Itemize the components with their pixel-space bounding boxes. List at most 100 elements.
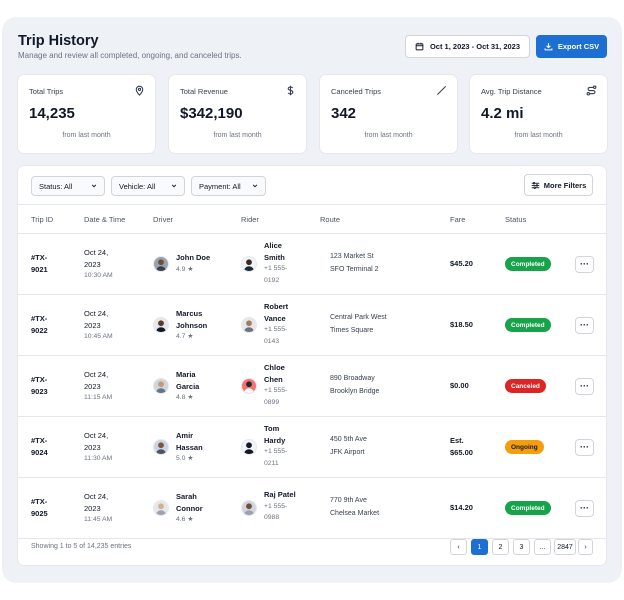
fare-amount-line2: $65.00: [450, 448, 473, 457]
rider-info: Alice Smith +1 555- 0192: [264, 240, 287, 286]
column-header-fare: Fare: [450, 215, 466, 224]
row-actions-button[interactable]: ···: [575, 439, 594, 456]
pagination-info: Showing 1 to 5 of 14,235 entries: [31, 543, 132, 550]
stat-label: Avg. Trip Distance: [481, 87, 542, 96]
status-badge: Completed: [505, 318, 551, 332]
status-badge: Completed: [505, 257, 551, 271]
stat-card-total-trips: Total Trips 14,235 from last month: [18, 75, 155, 153]
table-row[interactable]: #TX- 9025 Oct 24, 2023 11:45 AM Sarah Connor 4.…: [18, 478, 606, 539]
status-badge: Ongoing: [505, 440, 544, 454]
trip-id-prefix: #TX-: [31, 436, 48, 445]
rider-name-line2: Hardy: [264, 435, 286, 445]
trip-id-number: 9021: [31, 265, 48, 274]
trip-date: Oct 24,: [84, 492, 109, 501]
trip-time: 11:45 AM: [84, 516, 113, 523]
driver-info: Sarah Connor 4.6 ★: [176, 491, 203, 526]
route-icon: [586, 85, 597, 96]
row-actions-button[interactable]: ···: [575, 500, 594, 517]
payment-filter[interactable]: Payment: All: [191, 176, 266, 196]
payment-filter-label: Payment: All: [199, 181, 241, 191]
rider-info: Raj Patel +1 555- 0988: [264, 489, 296, 524]
trips-table-card: Status: All Vehicle: All Payment: All Mo…: [18, 166, 606, 565]
more-filters-button[interactable]: More Filters: [524, 174, 593, 196]
chevron-down-icon: [91, 184, 97, 188]
prev-page-button[interactable]: ‹: [450, 539, 467, 555]
trip-route: 890 Broadway Brooklyn Bridge: [330, 373, 379, 398]
trip-fare: Est. $65.00: [450, 435, 473, 459]
trip-fare: $0.00: [450, 380, 469, 392]
status-filter[interactable]: Status: All: [31, 176, 105, 196]
route-from: 450 5th Ave: [330, 436, 367, 443]
trip-id[interactable]: #TX- 9022: [31, 313, 71, 337]
row-actions-button[interactable]: ···: [575, 256, 594, 273]
trip-id[interactable]: #TX- 9021: [31, 252, 71, 276]
trip-id-prefix: #TX-: [31, 375, 48, 384]
next-page-button[interactable]: ›: [578, 539, 593, 555]
trip-id-prefix: #TX-: [31, 314, 48, 323]
driver-info: Maria Garcia 4.8 ★: [176, 369, 199, 404]
trip-id-number: 9024: [31, 448, 48, 457]
route-from: 770 9th Ave: [330, 497, 367, 504]
page-button-2[interactable]: 2: [492, 539, 509, 555]
route-to: SFO Terminal 2: [330, 265, 379, 273]
more-filters-label: More Filters: [543, 180, 587, 190]
vehicle-filter[interactable]: Vehicle: All: [111, 176, 185, 196]
trip-datetime: Oct 24, 2023 10:45 AM: [84, 308, 139, 343]
rider-avatar: [241, 256, 257, 272]
trip-year: 2023: [84, 503, 101, 513]
stat-value: 14,235: [29, 105, 75, 122]
page-subtitle: Manage and review all completed, ongoing…: [18, 51, 242, 60]
column-header-trip-id: Trip ID: [31, 215, 54, 224]
trip-time: 10:45 AM: [84, 333, 113, 340]
rider-phone-line2: 0899: [264, 398, 280, 406]
stat-value: 4.2 mi: [481, 105, 524, 122]
trip-id[interactable]: #TX- 9025: [31, 496, 71, 520]
page-button-3[interactable]: 3: [513, 539, 530, 555]
driver-avatar: [153, 256, 169, 272]
stat-sub: from last month: [62, 132, 111, 139]
trip-route: Central Park West Times Square: [330, 312, 387, 337]
page-button-last[interactable]: 2847: [554, 539, 576, 555]
route-to: JFK Airport: [330, 448, 365, 456]
driver-info: Marcus Johnson 4.7 ★: [176, 308, 207, 343]
stat-card-total-revenue: Total Revenue $342,190 from last month: [169, 75, 306, 153]
driver-avatar: [153, 500, 169, 516]
driver-name: Marcus: [176, 309, 203, 318]
fare-amount: $18.50: [450, 320, 473, 329]
table-row[interactable]: #TX- 9023 Oct 24, 2023 11:15 AM Maria Garcia 4.…: [18, 356, 606, 417]
rider-name-line2: Vance: [264, 313, 286, 323]
trip-fare: $14.20: [450, 502, 473, 514]
export-csv-button[interactable]: Export CSV: [536, 35, 607, 58]
trip-year: 2023: [84, 442, 101, 452]
table-row[interactable]: #TX- 9024 Oct 24, 2023 11:30 AM Amir Hassan 5.0…: [18, 417, 606, 478]
page-button-1[interactable]: 1: [471, 539, 488, 555]
trip-datetime: Oct 24, 2023 11:45 AM: [84, 491, 139, 526]
driver-name: Amir: [176, 431, 194, 440]
date-range-button[interactable]: Oct 1, 2023 - Oct 31, 2023: [405, 35, 530, 58]
rider-phone-line2: 0143: [264, 337, 280, 345]
driver-name: Sarah: [176, 492, 197, 501]
trip-date: Oct 24,: [84, 370, 109, 379]
rider-avatar: [241, 317, 257, 333]
stat-value: $342,190: [180, 105, 243, 122]
trip-year: 2023: [84, 320, 101, 330]
row-actions-button[interactable]: ···: [575, 317, 594, 334]
trip-id[interactable]: #TX- 9024: [31, 435, 71, 459]
status-badge: Canceled: [505, 379, 546, 393]
table-row[interactable]: #TX- 9021 Oct 24, 2023 10:30 AM John Doe 4.9 ★…: [18, 234, 606, 295]
status-filter-label: Status: All: [39, 181, 73, 191]
trip-time: 10:30 AM: [84, 272, 113, 279]
rider-phone-line2: 0192: [264, 276, 280, 284]
route-to: Chelsea Market: [330, 509, 380, 517]
trip-id[interactable]: #TX- 9023: [31, 374, 71, 398]
fare-amount: Est.: [450, 436, 464, 445]
driver-info: John Doe 4.9 ★: [176, 252, 210, 275]
row-actions-button[interactable]: ···: [575, 378, 594, 395]
rider-info: Robert Vance +1 555- 0143: [264, 301, 288, 347]
vehicle-filter-label: Vehicle: All: [119, 181, 156, 191]
driver-name-line2: Garcia: [176, 381, 200, 391]
route-to: Times Square: [330, 326, 374, 334]
rider-name-line2: Chen: [264, 374, 283, 384]
driver-rating: 4.6 ★: [176, 516, 194, 523]
table-row[interactable]: #TX- 9022 Oct 24, 2023 10:45 AM Marcus Johnson…: [18, 295, 606, 356]
